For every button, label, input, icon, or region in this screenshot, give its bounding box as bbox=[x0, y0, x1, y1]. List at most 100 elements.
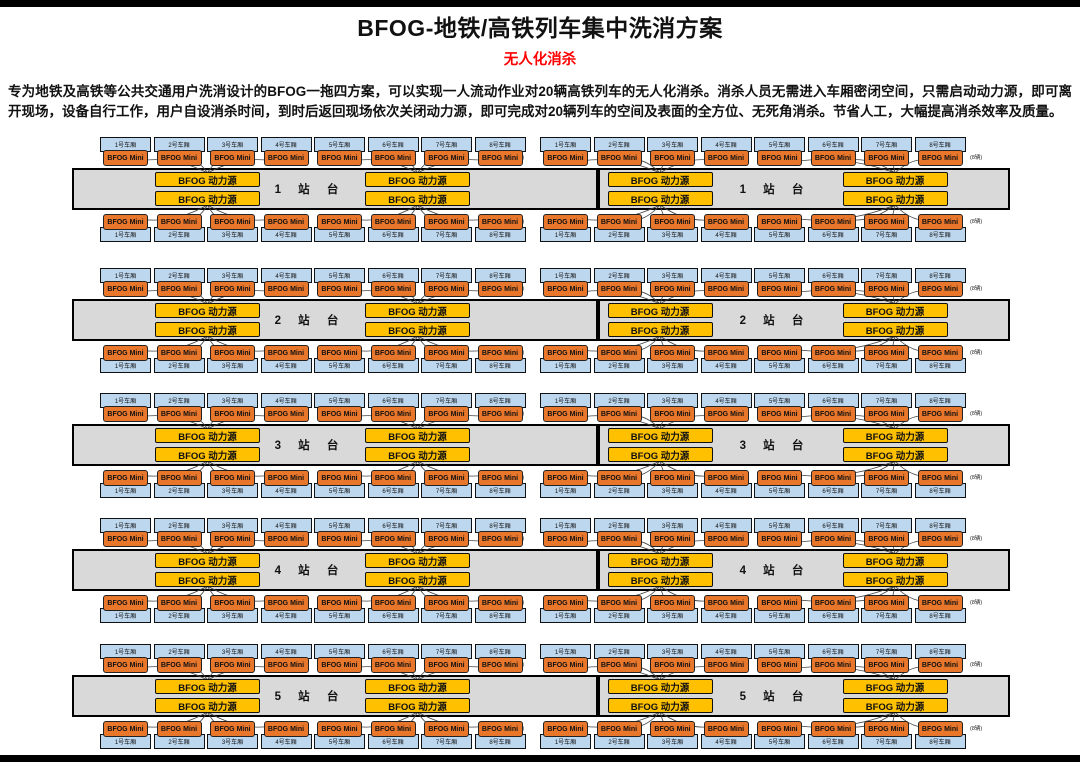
bfog-mini-box: BFOG Mini bbox=[263, 150, 309, 166]
train-group-tag: (8辆) bbox=[970, 349, 983, 356]
bfog-mini-box: BFOG Mini bbox=[703, 721, 749, 737]
bfog-mini-box: BFOG Mini bbox=[210, 345, 255, 361]
bfog-mini-box: BFOG Mini bbox=[424, 281, 469, 297]
bfog-mini-box: BFOG Mini bbox=[757, 721, 802, 737]
bfog-mini-box: BFOG Mini bbox=[424, 150, 469, 166]
bfog-mini-box: BFOG Mini bbox=[156, 150, 202, 166]
bfog-mini-box: BFOG Mini bbox=[596, 150, 642, 166]
bfog-mini-box: BFOG Mini bbox=[757, 595, 802, 611]
bfog-mini-box: BFOG Mini bbox=[650, 150, 695, 166]
bfog-mini-box: BFOG Mini bbox=[477, 281, 523, 297]
bfog-mini-box: BFOG Mini bbox=[650, 406, 695, 422]
bfog-mini-box: BFOG Mini bbox=[596, 281, 642, 297]
bfog-mini-box: BFOG Mini bbox=[317, 406, 362, 422]
bfog-mini-box: BFOG Mini bbox=[810, 150, 856, 166]
bfog-mini-box: BFOG Mini bbox=[650, 470, 695, 486]
platform-label: 3 站 台 bbox=[274, 440, 346, 452]
bfog-mini-box: BFOG Mini bbox=[156, 281, 202, 297]
bfog-mini-box: BFOG Mini bbox=[317, 721, 362, 737]
bfog-mini-box: BFOG Mini bbox=[543, 470, 588, 486]
bfog-mini-box: BFOG Mini bbox=[103, 345, 148, 361]
bfog-mini-box: BFOG Mini bbox=[810, 721, 856, 737]
bfog-mini-box: BFOG Mini bbox=[543, 281, 588, 297]
bfog-mini-box: BFOG Mini bbox=[917, 531, 963, 547]
bfog-mini-box: BFOG Mini bbox=[477, 595, 523, 611]
bfog-mini-box: BFOG Mini bbox=[596, 470, 642, 486]
bfog-mini-box: BFOG Mini bbox=[703, 406, 749, 422]
bfog-mini-box: BFOG Mini bbox=[703, 150, 749, 166]
carriage-box: 8号车厢 bbox=[914, 734, 966, 749]
page-title: BFOG-地铁/高铁列车集中洗消方案 bbox=[357, 15, 723, 41]
bfog-mini-box: BFOG Mini bbox=[210, 406, 255, 422]
bfog-mini-box: BFOG Mini bbox=[864, 150, 909, 166]
train-group-tag: (8辆) bbox=[970, 154, 983, 161]
power-source-box: BFOG 动力源 bbox=[842, 191, 948, 206]
bfog-mini-box: BFOG Mini bbox=[477, 531, 523, 547]
bfog-mini-box: BFOG Mini bbox=[543, 150, 588, 166]
bfog-mini-box: BFOG Mini bbox=[263, 406, 309, 422]
bfog-mini-box: BFOG Mini bbox=[263, 214, 309, 230]
carriage-box: 2号车厢 bbox=[153, 644, 205, 659]
bfog-mini-box: BFOG Mini bbox=[317, 657, 362, 673]
bfog-mini-box: BFOG Mini bbox=[263, 721, 309, 737]
bfog-mini-box: BFOG Mini bbox=[103, 281, 148, 297]
bfog-mini-box: BFOG Mini bbox=[103, 657, 148, 673]
bfog-mini-box: BFOG Mini bbox=[810, 214, 856, 230]
power-source-box: BFOG 动力源 bbox=[155, 172, 260, 187]
bfog-mini-box: BFOG Mini bbox=[543, 657, 588, 673]
bfog-mini-box: BFOG Mini bbox=[210, 721, 255, 737]
bfog-mini-box: BFOG Mini bbox=[757, 470, 802, 486]
bfog-mini-box: BFOG Mini bbox=[864, 531, 909, 547]
power-source-box: BFOG 动力源 bbox=[365, 572, 470, 587]
bfog-mini-box: BFOG Mini bbox=[757, 345, 802, 361]
bfog-mini-box: BFOG Mini bbox=[596, 531, 642, 547]
power-source-box: BFOG 动力源 bbox=[155, 553, 260, 568]
power-source-box: BFOG 动力源 bbox=[607, 553, 713, 568]
top-border-strip bbox=[0, 0, 1080, 7]
carriage-box: 6号车厢 bbox=[807, 644, 859, 659]
bfog-mini-box: BFOG Mini bbox=[650, 281, 695, 297]
bfog-mini-box: BFOG Mini bbox=[317, 531, 362, 547]
bfog-mini-box: BFOG Mini bbox=[477, 470, 523, 486]
bfog-mini-box: BFOG Mini bbox=[596, 595, 642, 611]
power-source-box: BFOG 动力源 bbox=[155, 303, 260, 318]
bfog-mini-box: BFOG Mini bbox=[477, 406, 523, 422]
bfog-mini-box: BFOG Mini bbox=[370, 595, 416, 611]
bfog-mini-box: BFOG Mini bbox=[650, 721, 695, 737]
bfog-mini-box: BFOG Mini bbox=[543, 721, 588, 737]
power-source-box: BFOG 动力源 bbox=[155, 679, 260, 694]
bfog-mini-box: BFOG Mini bbox=[210, 470, 255, 486]
power-source-box: BFOG 动力源 bbox=[607, 191, 713, 206]
bfog-mini-box: BFOG Mini bbox=[917, 657, 963, 673]
bfog-mini-box: BFOG Mini bbox=[757, 281, 802, 297]
bfog-mini-box: BFOG Mini bbox=[543, 345, 588, 361]
train-group-tag: (8辆) bbox=[970, 410, 983, 417]
bfog-mini-box: BFOG Mini bbox=[596, 345, 642, 361]
power-source-box: BFOG 动力源 bbox=[607, 447, 713, 462]
bfog-mini-box: BFOG Mini bbox=[156, 214, 202, 230]
bfog-mini-box: BFOG Mini bbox=[156, 345, 202, 361]
bfog-mini-box: BFOG Mini bbox=[810, 470, 856, 486]
bfog-mini-box: BFOG Mini bbox=[370, 531, 416, 547]
bfog-mini-box: BFOG Mini bbox=[424, 470, 469, 486]
power-source-box: BFOG 动力源 bbox=[842, 679, 948, 694]
bfog-mini-box: BFOG Mini bbox=[650, 595, 695, 611]
bfog-mini-box: BFOG Mini bbox=[370, 345, 416, 361]
bfog-mini-box: BFOG Mini bbox=[543, 595, 588, 611]
platform-section-1: 1 站 台 BFOG 动力源 BFOG 动力源 BFOG 动力源 BFOG 动力源 1号车… bbox=[0, 137, 1080, 243]
bfog-mini-box: BFOG Mini bbox=[370, 470, 416, 486]
train-group-tag: (8辆) bbox=[970, 474, 983, 481]
power-source-box: BFOG 动力源 bbox=[607, 428, 713, 443]
platform-label: 4 站 台 bbox=[739, 565, 811, 577]
bfog-mini-box: BFOG Mini bbox=[317, 470, 362, 486]
train-group-tag: (8辆) bbox=[970, 725, 983, 732]
bfog-mini-box: BFOG Mini bbox=[210, 281, 255, 297]
bfog-mini-box: BFOG Mini bbox=[917, 345, 963, 361]
carriage-box: 7号车厢 bbox=[861, 608, 912, 623]
bfog-mini-box: BFOG Mini bbox=[103, 470, 148, 486]
bottom-border-strip bbox=[0, 755, 1080, 762]
bfog-mini-box: BFOG Mini bbox=[917, 470, 963, 486]
bfog-mini-box: BFOG Mini bbox=[317, 214, 362, 230]
bfog-mini-box: BFOG Mini bbox=[424, 214, 469, 230]
